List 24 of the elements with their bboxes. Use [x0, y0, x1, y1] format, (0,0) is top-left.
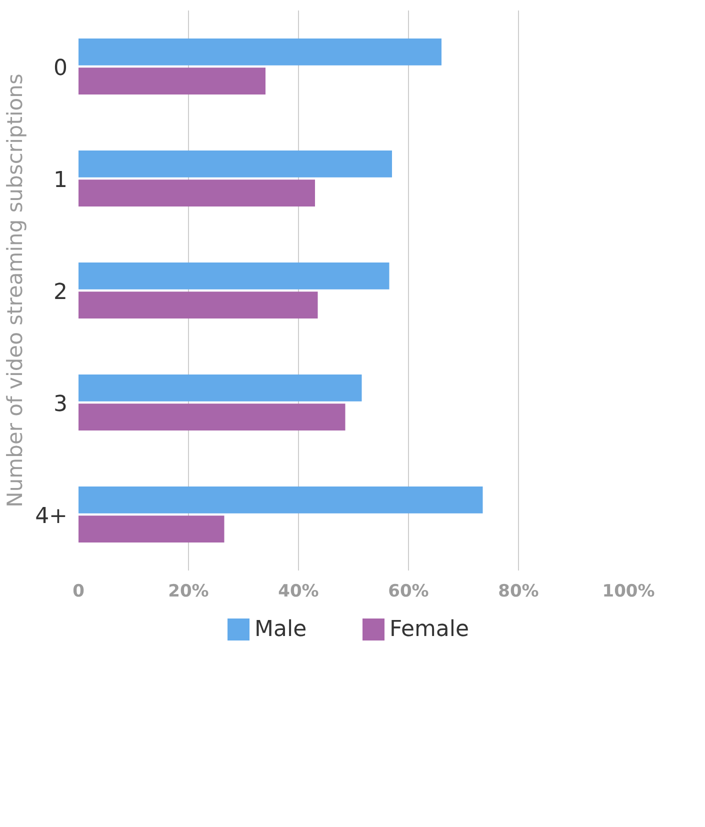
legend-label: Female [390, 617, 470, 642]
legend-label: Male [254, 617, 307, 642]
y-tick-label: 3 [54, 392, 68, 417]
y-tick-label: 4+ [35, 504, 68, 529]
bar [78, 374, 362, 402]
x-tick-label: 60% [388, 582, 429, 602]
bar [78, 486, 483, 514]
bar [78, 180, 315, 206]
bar [78, 516, 224, 542]
x-tick-label: 40% [278, 582, 319, 602]
bar [78, 262, 390, 290]
y-tick-label: 0 [54, 56, 68, 81]
y-tick-label: 2 [54, 280, 68, 305]
x-tick-label: 0 [72, 582, 85, 602]
bar [78, 292, 318, 318]
bar [78, 404, 346, 430]
x-tick-label: 100% [602, 582, 655, 602]
y-tick-label: 1 [54, 168, 68, 193]
x-tick-label: 80% [498, 582, 539, 602]
bar [78, 68, 266, 94]
bar [78, 38, 442, 66]
y-axis-title: Number of video streaming subscriptions [3, 74, 28, 508]
x-tick-label: 20% [168, 582, 209, 602]
bar [78, 150, 392, 178]
